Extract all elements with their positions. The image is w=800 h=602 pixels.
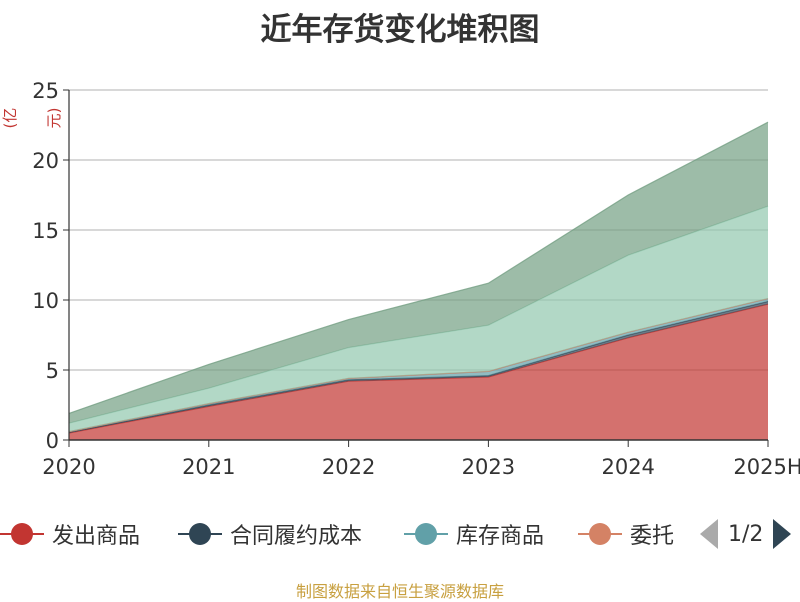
y-tick-label: 25 [32,79,59,103]
legend-page-indicator: 1/2 [728,521,764,547]
legend-item[interactable]: 合同履约成本 [178,514,362,554]
area-原材料 [69,206,768,432]
legend-next-arrow-icon[interactable] [773,519,792,549]
legend-swatch-icon [578,514,622,554]
x-tick-label: 2021 [182,455,235,479]
legend-label: 库存商品 [456,524,545,549]
source-note: 制图数据来自恒生聚源数据库 [295,582,504,601]
x-tick-label: 2024 [601,455,654,479]
legend-label: 委托 [630,524,675,549]
y-tick-label: 0 [46,429,59,453]
axes: 0 5 10 15 20 25 2020 2021 2022 2023 2024 2025H [32,79,800,479]
legend-item[interactable]: 库存商品 [404,514,544,554]
legend-prev-arrow-icon[interactable] [700,519,718,549]
legend-label: 合同履约成本 [230,524,363,549]
line-在产品 [68,121,769,414]
y-tick-label: 15 [32,219,59,243]
x-tick-label: 2023 [462,455,515,479]
legend-item[interactable]: 发出商品 [0,514,140,554]
legend-pager: 1/2 [700,514,792,554]
area-在产品 [69,122,768,424]
legend-swatch-icon [404,514,448,554]
y-tick-label: 10 [32,289,59,313]
chart-title: 近年存货变化堆积图 [260,12,540,48]
y-tick-label: 20 [32,149,59,173]
area-series [68,121,769,440]
legend-swatch-icon [178,514,222,554]
legend-swatch-icon [0,514,44,554]
x-tick-label: 2020 [42,455,95,479]
y-tick-label: 5 [46,359,59,383]
x-tick-label: 2022 [322,455,375,479]
x-tick-label: 2025H [733,455,800,479]
legend: 发出商品 合同履约成本 库存商品 委托 1/2 [0,514,800,554]
legend-items: 发出商品 合同履约成本 库存商品 委托 [0,514,686,554]
legend-label: 发出商品 [52,524,141,549]
area-发出商品 [69,304,768,440]
legend-item[interactable]: 委托 [578,514,674,554]
